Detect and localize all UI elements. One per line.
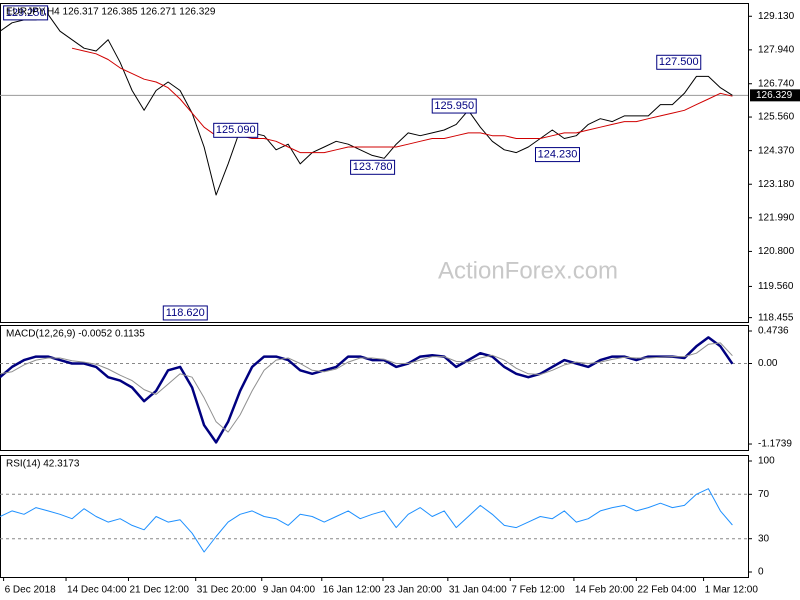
x-tick-label: 9 Jan 04:00 [263,585,316,596]
last-price-box [750,89,800,102]
y-tick-label: 100 [758,456,775,467]
series-line [0,488,733,553]
series-line [0,342,733,433]
annotation-label: 118.620 [166,307,205,319]
annotation-box [3,5,49,21]
x-tick-label: 22 Feb 04:00 [637,585,696,596]
annotation-box [656,54,702,70]
annotation-box [162,305,208,321]
y-tick-label: 121.990 [758,212,795,223]
annotation-label: 125.090 [216,124,256,136]
panel-title: MACD(12,26,9) -0.0052 0.1135 [6,329,145,340]
x-tick-label: 31 Jan 04:00 [449,585,507,596]
annotation-label: 129.250 [6,7,46,19]
annotation-label: 125.950 [434,100,474,112]
y-tick-label: 0.4736 [758,326,789,337]
y-tick-label: 120.800 [758,246,795,257]
x-tick-label: 16 Jan 12:00 [323,585,381,596]
y-tick-label: 123.180 [758,179,795,190]
x-tick-label: 7 Feb 12:00 [511,585,565,596]
annotation-box [431,98,477,114]
annotation-box [213,122,259,138]
annotation-label: 124.230 [538,149,578,161]
x-tick-label: 31 Dec 20:00 [197,585,257,596]
x-tick-label: 21 Dec 12:00 [129,585,189,596]
y-tick-label: 70 [758,489,770,500]
y-tick-label: 127.940 [758,45,795,56]
y-tick-label: 0 [758,567,764,578]
y-tick-label: 124.370 [758,145,795,156]
series-line [0,13,733,196]
y-tick-label: 125.560 [758,112,795,123]
y-tick-label: 0.00 [758,358,778,369]
annotation-label: 123.780 [353,161,393,173]
y-tick-label: 119.560 [758,281,794,292]
y-tick-label: 118.455 [758,312,794,323]
y-tick-label: 129.130 [758,11,795,22]
x-tick-label: 23 Jan 20:00 [384,585,442,596]
annotation-box [350,159,396,175]
y-tick-label: -1.1739 [758,439,792,450]
y-tick-label: 30 [758,533,770,544]
watermark: ActionForex.com [438,257,618,284]
x-tick-label: 14 Feb 20:00 [575,585,634,596]
annotation-label: 127.500 [659,56,699,68]
panel-frame [0,3,749,323]
panel-title: RSI(14) 42.3173 [6,459,80,470]
panel-title: EURJPY,H4 126.317 126.385 126.271 126.32… [6,7,216,18]
series-line [71,47,733,154]
panel-frame [0,325,749,451]
x-tick-label: 14 Dec 04:00 [67,585,127,596]
x-tick-label: 6 Dec 2018 [5,585,57,596]
last-price-label: 126.329 [756,90,793,101]
annotation-box [534,147,580,163]
x-tick-label: 1 Mar 12:00 [705,585,759,596]
y-tick-label: 126.740 [758,78,795,89]
